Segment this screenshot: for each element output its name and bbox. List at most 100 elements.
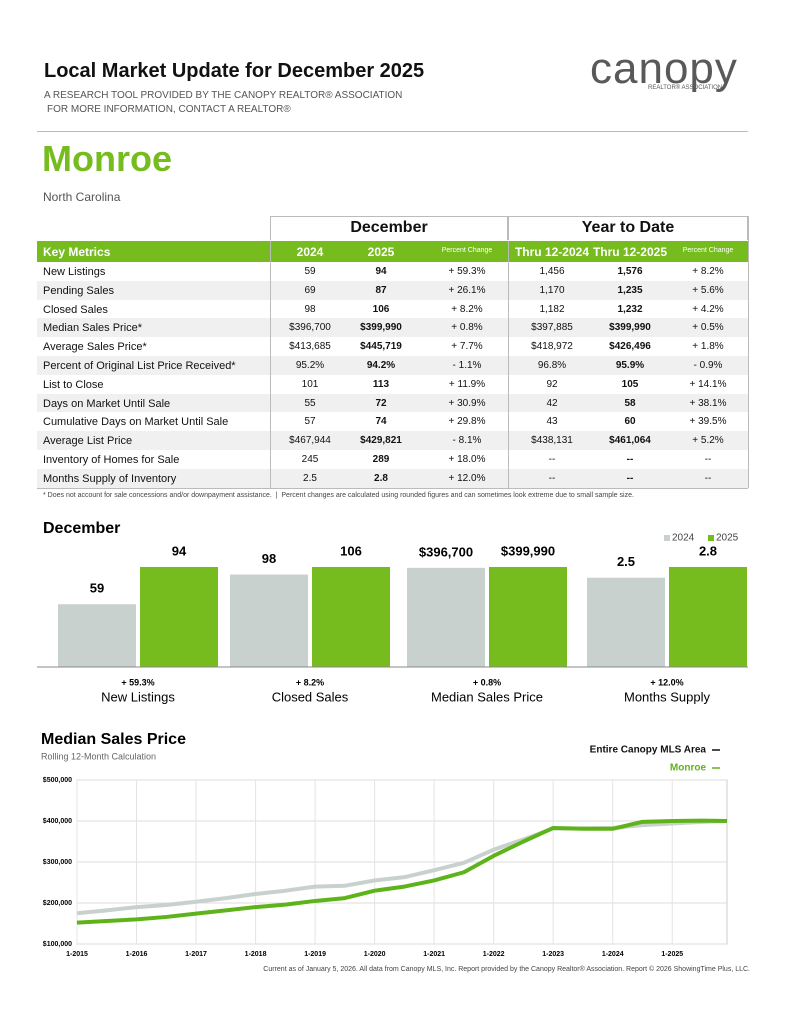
table-cell: 58: [624, 397, 636, 409]
footnote: * Does not account for sale concessions …: [43, 492, 634, 499]
table-cell: --: [704, 472, 712, 484]
row-stripe: [37, 318, 748, 338]
table-cell: + 7.7%: [451, 341, 483, 353]
table-cell: 74: [375, 416, 387, 428]
legend-swatch: [664, 535, 670, 541]
table-cell: Days on Market Until Sale: [43, 397, 171, 410]
x-tick-label: 1-2022: [483, 951, 505, 958]
bar: [230, 574, 308, 667]
column-header: Thru 12-2025: [592, 245, 668, 259]
table-cell: $413,685: [289, 341, 331, 353]
header-row: [37, 241, 748, 262]
table-cell: + 14.1%: [689, 378, 727, 390]
row-stripe: [37, 393, 748, 413]
bar-value-label: 2.8: [699, 543, 717, 558]
row-stripe: [37, 468, 748, 488]
table-cell: + 29.8%: [448, 416, 486, 428]
table-cell: - 0.9%: [693, 360, 723, 371]
table-cell: 43: [546, 416, 558, 428]
table-cell: 2.8: [374, 472, 388, 484]
column-header: Percent Change: [441, 247, 493, 254]
row-stripe: [37, 356, 748, 375]
change-label: + 59.3%: [121, 677, 154, 687]
bar: [407, 567, 485, 667]
bar: [58, 604, 136, 667]
table-cell: + 5.6%: [692, 284, 724, 296]
row-stripe: [37, 280, 748, 300]
table-cell: 92: [546, 378, 558, 390]
table-cell: 69: [304, 284, 316, 296]
x-tick-label: 1-2021: [423, 951, 445, 958]
table-cell: Cumulative Days on Market Until Sale: [43, 416, 229, 429]
table-cell: 98: [304, 303, 316, 315]
bar: [669, 567, 747, 667]
table-cell: Months Supply of Inventory: [43, 472, 177, 485]
table-cell: 2.5: [303, 472, 317, 484]
table-cell: 42: [546, 397, 558, 409]
table-cell: $467,944: [289, 435, 331, 447]
table-cell: 96.8%: [537, 360, 567, 371]
bar-value-label: 2.5: [617, 554, 635, 569]
x-tick-label: 1-2017: [185, 951, 207, 958]
subtitle: FOR MORE INFORMATION, CONTACT A REALTOR®: [47, 104, 291, 115]
table-cell: $429,821: [360, 435, 402, 447]
bar-value-label: $396,700: [419, 544, 473, 559]
title: Local Market Update for December 2025: [44, 60, 425, 82]
table-cell: 106: [372, 303, 390, 315]
table-cell: + 5.2%: [692, 435, 724, 447]
table-cell: 87: [375, 284, 387, 296]
column-header: Key Metrics: [43, 245, 111, 259]
x-tick-label: 1-2023: [542, 951, 564, 958]
group-box: [508, 216, 748, 240]
table-rule: [37, 487, 748, 489]
group-header: Year to Date: [581, 219, 675, 236]
x-tick-label: 1-2018: [245, 951, 267, 958]
y-tick-label: $500,000: [43, 777, 72, 784]
table-cell: + 1.8%: [692, 341, 724, 353]
table-cell: $438,131: [531, 435, 573, 447]
line-chart: Median Sales Price Rolling 12-Month Calcu…: [41, 731, 728, 958]
logo-sub: REALTOR® ASSOCIATION: [648, 85, 723, 91]
chart-subtitle: Rolling 12-Month Calculation: [41, 751, 156, 761]
table-cell: 1,182: [539, 303, 565, 315]
series-line: [76, 819, 728, 916]
series-line: [76, 818, 728, 925]
table-cell: 94.2%: [366, 360, 396, 371]
table-cell: $461,064: [609, 435, 651, 447]
change-label: + 12.0%: [650, 677, 683, 687]
footer: Current as of January 5, 2026. All data …: [263, 966, 750, 973]
change-label: + 0.8%: [473, 677, 501, 687]
bar-value-label: 94: [172, 543, 187, 558]
table-cell: --: [626, 454, 634, 465]
table-cell: 95.9%: [615, 360, 645, 371]
table-cell: $397,885: [531, 322, 573, 334]
table-cell: $399,990: [609, 322, 651, 334]
x-tick-label: 1-2015: [66, 951, 88, 958]
bar-value-label: 59: [90, 581, 104, 596]
table-cell: + 38.1%: [689, 397, 727, 409]
category-label: Median Sales Price: [431, 689, 543, 704]
table-cell: + 8.2%: [451, 303, 483, 315]
table-cell: + 0.5%: [692, 322, 724, 334]
x-tick-label: 1-2025: [661, 951, 683, 958]
table-cell: + 8.2%: [692, 266, 724, 277]
table-cell: $399,990: [360, 322, 402, 334]
area-name: Monroe: [42, 138, 172, 179]
divider: [37, 131, 748, 132]
table-cell: + 39.5%: [689, 416, 727, 428]
chart-title: December: [43, 520, 120, 537]
table-cell: 105: [621, 378, 639, 390]
table-cell: 1,235: [617, 284, 643, 296]
table-cell: --: [704, 454, 712, 465]
column-header: Percent Change: [682, 247, 734, 254]
y-tick-label: $100,000: [43, 941, 72, 948]
legend-swatch: [708, 535, 714, 541]
x-tick-label: 1-2020: [364, 951, 386, 958]
table-cell: 55: [304, 397, 316, 409]
table-cell: $418,972: [531, 341, 573, 353]
bar: [140, 567, 218, 667]
bar-chart: December 2024 2025 59 94 + 59.3% New Listings 9…: [37, 520, 748, 704]
legend-label: 2025: [716, 533, 739, 544]
category-label: Closed Sales: [272, 689, 349, 704]
table-cell: Average List Price: [43, 435, 133, 448]
